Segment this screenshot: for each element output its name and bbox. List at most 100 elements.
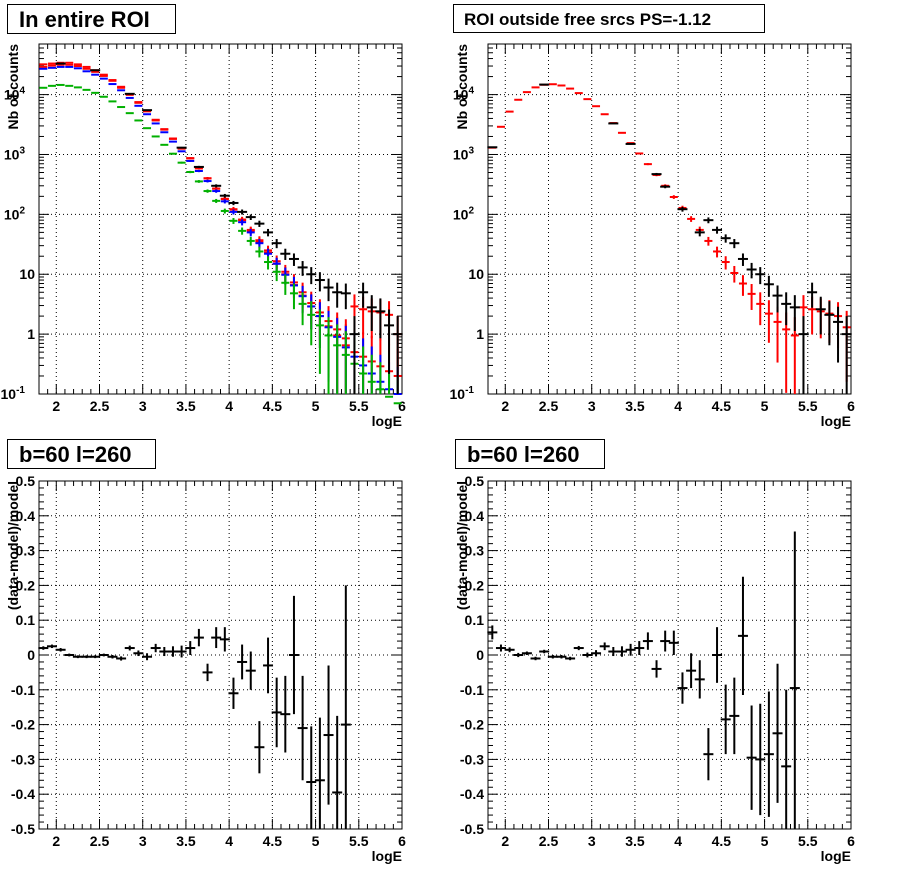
- series-marker-2: [134, 104, 143, 107]
- x-tick-label: 2: [501, 833, 509, 849]
- series-marker-0: [592, 105, 601, 108]
- data-point: [737, 253, 748, 266]
- residual-point: [323, 665, 334, 805]
- series-marker-3: [177, 161, 186, 164]
- y-tick-label: 0.1: [16, 612, 36, 628]
- residual-point: [64, 653, 75, 657]
- series-marker-2: [143, 113, 152, 116]
- residual-point: [694, 660, 705, 699]
- y-tick-label: 0.5: [16, 473, 36, 489]
- x-tick-label: 2: [52, 398, 60, 414]
- data-point: [703, 217, 714, 224]
- residual-point: [202, 663, 213, 682]
- series-marker-3: [194, 180, 203, 183]
- x-tick-label: 3.5: [625, 833, 645, 849]
- series-marker-1: [160, 128, 169, 131]
- series-marker-3: [125, 112, 134, 115]
- series-marker-0: [730, 265, 739, 283]
- residual-point: [677, 672, 688, 704]
- data-point: [314, 272, 325, 292]
- series-marker-3: [246, 236, 255, 246]
- series-marker-3: [160, 143, 169, 146]
- residual-point: [306, 726, 317, 829]
- data-point: [245, 214, 256, 220]
- series-marker-3: [203, 189, 212, 193]
- x-axis-title: logE: [372, 413, 402, 429]
- panel-title-roi: In entire ROI: [7, 4, 176, 34]
- residual-point: [332, 715, 343, 829]
- residual-point: [781, 689, 792, 829]
- series-marker-2: [168, 140, 177, 143]
- plot-p2: 2 2.5 3 3.5 4 4.5 5 5.5 6 10-1 1 10 102 103 104 logE Nb …: [450, 43, 855, 429]
- series-marker-2: [220, 199, 229, 204]
- plot-p3: 2 2.5 3 3.5 4 4.5 5 5.5 6 -0.5 -0.4 -0.3 -0.2 -0.1 0 0.…: [5, 473, 406, 864]
- series-marker-3: [212, 198, 221, 203]
- residual-point: [582, 652, 593, 658]
- series-marker-1: [151, 119, 160, 122]
- data-point: [798, 316, 809, 394]
- y-tick-label: 10-1: [1, 385, 26, 402]
- residual-point: [651, 660, 662, 678]
- residual-point: [159, 646, 170, 657]
- series-marker-3: [281, 274, 290, 295]
- y-tick-label: -0.4: [460, 786, 484, 802]
- data-point: [781, 292, 792, 326]
- series-marker-0: [496, 125, 505, 128]
- data-point: [841, 316, 852, 394]
- data-point: [176, 146, 187, 149]
- data-point: [228, 200, 239, 206]
- series-marker-2: [246, 228, 255, 237]
- x-tick-label: 3.5: [625, 398, 645, 414]
- plot-frame: [487, 43, 852, 395]
- series-marker-0: [756, 292, 765, 326]
- residual-point: [38, 646, 49, 650]
- series-marker-3: [264, 256, 273, 270]
- data-point: [280, 248, 291, 260]
- residual-point: [720, 684, 731, 755]
- series-marker-3: [307, 301, 316, 346]
- data-point: [124, 92, 135, 95]
- series-marker-0: [583, 98, 592, 101]
- x-tick-label: 6: [847, 398, 855, 414]
- y-tick-label: 0.4: [465, 508, 485, 524]
- residual-point: [712, 627, 723, 683]
- x-tick-label: 2.5: [539, 398, 559, 414]
- y-tick-label: 1: [27, 326, 35, 342]
- x-tick-label: 2: [501, 398, 509, 414]
- y-tick-label: 0.2: [465, 577, 485, 593]
- y-tick-label: -0.2: [460, 717, 484, 733]
- series-marker-3: [298, 292, 307, 326]
- residual-point: [539, 649, 550, 654]
- series-marker-0: [635, 152, 644, 155]
- y-tick-label: -0.5: [460, 821, 484, 837]
- residual-point: [521, 651, 532, 655]
- x-tick-label: 3: [588, 398, 596, 414]
- x-axis-title: logE: [372, 848, 402, 864]
- series-marker-2: [151, 122, 160, 125]
- series-marker-3: [229, 218, 238, 224]
- residual-point: [297, 675, 308, 781]
- y-tick-label: 0.1: [465, 612, 485, 628]
- residual-point: [245, 651, 256, 690]
- residual-point: [107, 655, 118, 659]
- series-marker-0: [574, 92, 583, 95]
- y-axis-title: Nb of counts: [5, 44, 21, 130]
- marks-p3: [38, 585, 351, 829]
- residual-point: [263, 637, 274, 694]
- x-tick-label: 6: [847, 833, 855, 849]
- series-marker-3: [220, 208, 229, 214]
- residual-point: [81, 655, 92, 659]
- residual-point: [729, 677, 740, 755]
- series-marker-2: [177, 150, 186, 153]
- y-tick-label: -0.2: [11, 717, 35, 733]
- x-tick-label: 2.5: [539, 833, 559, 849]
- data-point: [755, 267, 766, 285]
- x-tick-label: 3.5: [176, 833, 196, 849]
- data-point: [746, 262, 757, 279]
- series-marker-3: [341, 331, 350, 394]
- series-marker-2: [203, 179, 212, 183]
- data-point: [720, 234, 731, 243]
- data-point: [263, 228, 274, 237]
- data-point: [211, 184, 222, 188]
- residual-point: [755, 703, 766, 816]
